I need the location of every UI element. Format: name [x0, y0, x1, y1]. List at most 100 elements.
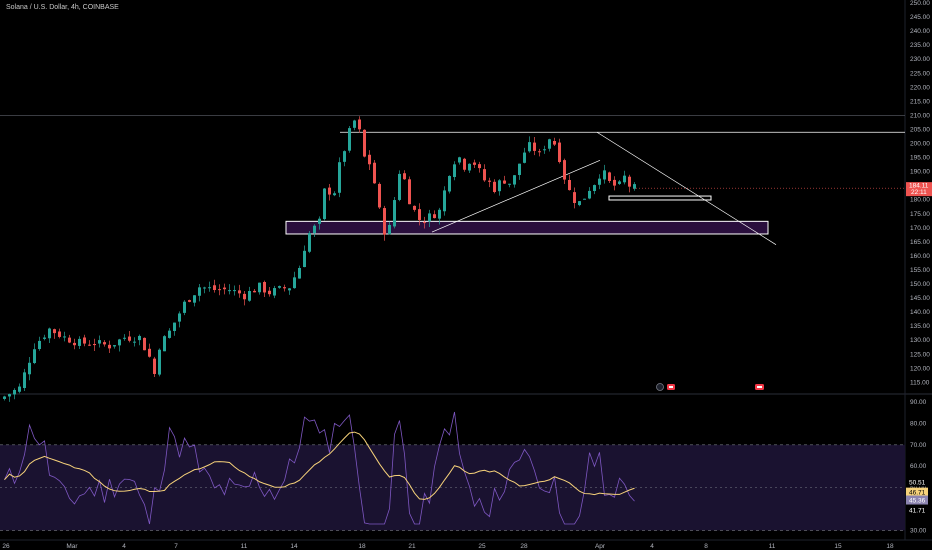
candle [423, 216, 426, 229]
candle-body [338, 162, 341, 193]
candle-body [68, 337, 71, 343]
candle [453, 161, 456, 181]
candle [493, 179, 496, 194]
candle [143, 337, 146, 351]
candle-body [428, 213, 431, 222]
candle [118, 338, 121, 352]
candle [418, 203, 421, 226]
time-tick-label: 11 [241, 543, 248, 550]
candle [123, 334, 126, 341]
candle-body [313, 225, 316, 234]
rsi-value-label-a: 45.36 [909, 498, 926, 505]
candle [68, 334, 71, 344]
time-tick-label: 11 [769, 543, 776, 550]
candle-body [543, 149, 546, 151]
candle-body [488, 180, 491, 182]
candle [378, 182, 381, 209]
candle-body [213, 285, 216, 290]
candle-body [38, 340, 41, 350]
candle [328, 183, 331, 201]
rsi-ma-label-a: 50.51 [909, 480, 926, 487]
candle [473, 159, 476, 169]
candle-body [238, 290, 241, 294]
candle [258, 282, 261, 295]
dividends-icon-circle [656, 383, 664, 391]
candle-body [598, 178, 601, 185]
candle-body [608, 172, 611, 182]
price-tick-label: 215.00 [910, 98, 930, 105]
candle-body [288, 288, 291, 291]
time-tick-label: 28 [520, 543, 528, 550]
candle-body [498, 180, 501, 192]
candle-body [503, 180, 506, 184]
candle-body [263, 282, 266, 293]
candle [408, 176, 411, 205]
candle [293, 271, 296, 289]
candle [603, 164, 606, 184]
candle-body [408, 179, 411, 205]
time-tick-label: 4 [650, 543, 654, 550]
candle [438, 207, 441, 225]
candle-body [473, 162, 476, 165]
rsi-value-label-b-bg [906, 505, 928, 515]
candle-body [113, 345, 116, 347]
candle [213, 279, 216, 293]
candle-body [208, 287, 211, 289]
candle-body [163, 336, 166, 352]
price-tick-label: 155.00 [910, 267, 930, 274]
candle-body [633, 184, 636, 189]
candle-body [513, 175, 516, 185]
candle-body [458, 157, 461, 163]
price-tick-label: 205.00 [910, 126, 930, 133]
candle-body [583, 198, 586, 200]
rsi-tick-label: 90.00 [910, 399, 927, 406]
candle-body [43, 337, 46, 339]
candle-body [593, 185, 596, 192]
candle [108, 340, 111, 353]
candle-body [118, 339, 121, 346]
candle [483, 164, 486, 182]
candle [383, 205, 386, 241]
candle-body [373, 162, 376, 184]
time-tick-label: 15 [834, 543, 842, 550]
candle-body [383, 208, 386, 235]
candle [193, 295, 196, 307]
candle-body [528, 142, 531, 152]
candle-body [463, 158, 466, 170]
earnings-flag-icon [755, 384, 764, 390]
candle [578, 201, 581, 207]
price-tick-label: 180.00 [910, 197, 930, 204]
candle [38, 336, 41, 351]
candle-body [58, 331, 61, 337]
candle-body [398, 173, 401, 200]
candle-body [248, 291, 251, 301]
candle [298, 265, 301, 279]
candle [93, 338, 96, 352]
candle [8, 393, 11, 402]
candle [348, 126, 351, 153]
candle-body [613, 179, 616, 186]
candle [503, 175, 506, 185]
price-tick-label: 245.00 [910, 14, 930, 21]
candle [48, 327, 51, 344]
candle [318, 216, 321, 230]
candle-body [33, 349, 36, 364]
candle [618, 180, 621, 186]
candle-body [53, 329, 56, 334]
candle [558, 138, 561, 164]
candle-body [523, 152, 526, 163]
candle-body [438, 209, 441, 219]
candle [433, 210, 436, 219]
price-tick-label: 145.00 [910, 295, 930, 302]
dividends-icon [656, 383, 664, 391]
candle [588, 187, 591, 200]
candle-body [48, 328, 51, 339]
candle [168, 328, 171, 339]
candle [443, 186, 446, 216]
candle [78, 336, 81, 350]
candle-body [483, 169, 486, 181]
price-tick-label: 250.00 [910, 0, 930, 7]
candle-body [418, 209, 421, 220]
candle [83, 334, 86, 347]
